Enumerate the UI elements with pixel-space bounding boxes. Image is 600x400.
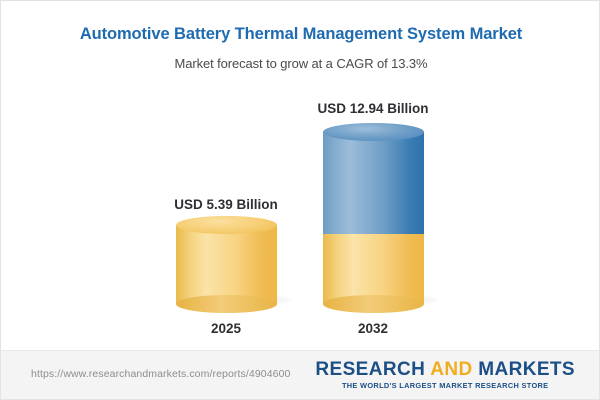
cylinder-body (323, 132, 424, 234)
cylinder-body (323, 225, 424, 304)
bar-segment-2032-base (323, 225, 424, 313)
bar-2025 (176, 216, 277, 313)
bar-segment-2032-growth (323, 123, 424, 234)
page-title: Automotive Battery Thermal Management Sy… (79, 25, 523, 43)
source-url[interactable]: https://www.researchandmarkets.com/repor… (31, 368, 291, 380)
cylinder-top-cap (323, 123, 424, 141)
brand-logo: RESEARCH AND MARKETS THE WORLD'S LARGEST… (315, 360, 575, 390)
cylinder-bottom-cap (176, 295, 277, 313)
header: Automotive Battery Thermal Management Sy… (1, 1, 599, 71)
bar-segment-2025-base (176, 216, 277, 313)
category-label-2032: 2032 (357, 321, 389, 336)
chart-subtitle: Market forecast to grow at a CAGR of 13.… (174, 55, 428, 71)
bar-2032 (323, 123, 424, 313)
value-label-2025: USD 5.39 Billion (174, 197, 278, 212)
brand-name: RESEARCH AND MARKETS (315, 360, 575, 380)
cylinder-body (176, 225, 277, 304)
chart-plot-area: USD 5.39 Billion USD 12.94 Billion (1, 1, 599, 351)
brand-word-research: RESEARCH (315, 359, 431, 380)
brand-word-markets: MARKETS (472, 359, 575, 380)
brand-word-and: AND (430, 359, 473, 380)
brand-tagline: THE WORLD'S LARGEST MARKET RESEARCH STOR… (341, 380, 549, 390)
footer: https://www.researchandmarkets.com/repor… (1, 350, 599, 399)
cylinder-top-cap (176, 216, 277, 234)
cylinder-bottom-cap (323, 295, 424, 313)
category-label-2025: 2025 (210, 321, 242, 336)
value-label-2032: USD 12.94 Billion (317, 101, 429, 116)
